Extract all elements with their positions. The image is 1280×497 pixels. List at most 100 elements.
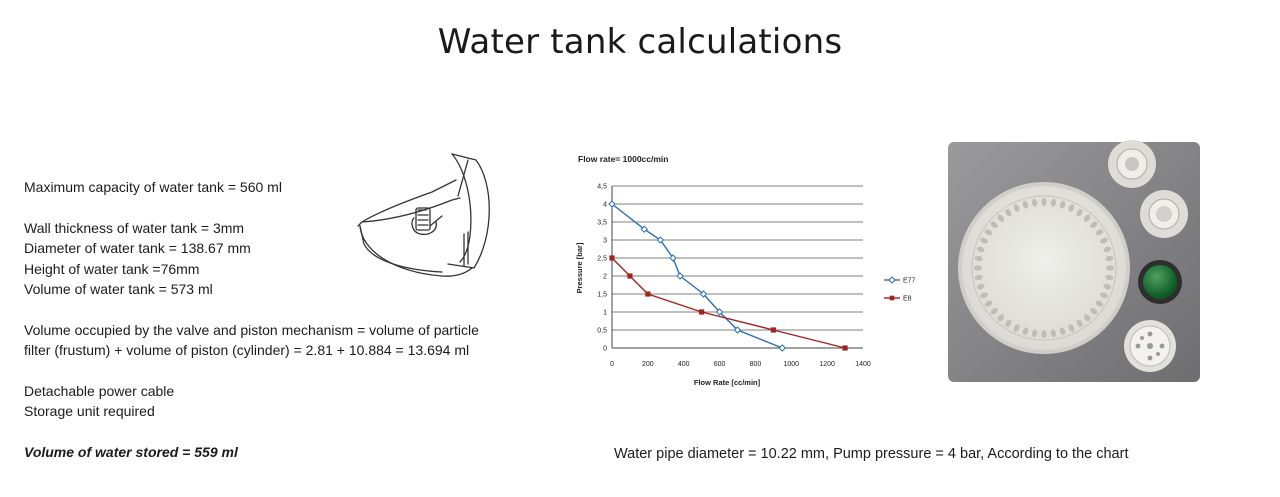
x-tick-label: 800 <box>750 361 762 368</box>
plate-hole <box>1090 307 1098 315</box>
y-tick-label: 0 <box>603 346 607 353</box>
plate-hole <box>980 237 988 244</box>
plate-hole <box>1068 324 1075 332</box>
data-point-e77 <box>733 326 742 334</box>
y-tick-label: 2 <box>603 274 607 281</box>
plate-hole <box>1083 214 1091 222</box>
y-tick-label: 0,5 <box>597 328 607 335</box>
y-tick-label: 4,5 <box>597 184 607 191</box>
data-point-e8 <box>699 309 705 315</box>
chart-series <box>608 200 848 352</box>
plate-hole <box>990 221 998 229</box>
wall-thickness-text: Wall thickness of water tank = 3mm <box>24 219 245 236</box>
y-tick-label: 1,5 <box>597 292 607 299</box>
legend-label-e8: E8 <box>903 296 912 303</box>
pipe-pump-caption: Water pipe diameter = 10.22 mm, Pump pre… <box>614 446 1129 462</box>
plate-hole <box>1106 265 1114 271</box>
legend-marker-e77 <box>888 276 896 284</box>
y-tick-label: 3,5 <box>597 220 607 227</box>
plate-hole <box>1041 198 1047 206</box>
data-point-e77 <box>699 290 708 298</box>
plate-hole <box>1050 329 1057 338</box>
plate-hole <box>1031 329 1038 338</box>
plate-hole <box>1022 200 1029 209</box>
x-tick-label: 200 <box>642 361 654 368</box>
plate-hole <box>1076 319 1083 328</box>
page-title: Water tank calculations <box>437 22 843 62</box>
data-point-e8 <box>645 291 651 297</box>
data-point-e8 <box>609 255 615 261</box>
plate-hole <box>1100 292 1108 299</box>
max-capacity-text: Maximum capacity of water tank = 560 ml <box>24 179 282 195</box>
plate-hole <box>1005 208 1012 217</box>
plate-hole <box>976 246 985 253</box>
volume-text: Volume of water tank = 573 ml <box>24 281 213 297</box>
data-point-e77 <box>715 308 724 316</box>
power-cable-text: Detachable power cable <box>24 382 175 399</box>
series-line-e8 <box>611 257 846 349</box>
plate-hole <box>1105 255 1114 262</box>
chart-axes: 0 0,5 1 1,5 2 2,5 3 3,5 4 4,5 0 200 400 600 800 1000 120… <box>597 184 871 369</box>
data-point-e8 <box>627 273 633 279</box>
plate-hole <box>984 229 993 236</box>
plate-hole <box>1041 330 1047 338</box>
y-tick-label: 2,5 <box>597 256 607 263</box>
valve-volume-text-1: Volume occupied by the valve and piston … <box>24 321 479 338</box>
water-tank-illustration <box>352 140 502 290</box>
plate-hole <box>1031 198 1038 207</box>
height-text: Height of water tank =76mm <box>24 260 200 277</box>
plate-hole <box>1095 229 1104 236</box>
legend-label-e77: E77 <box>903 278 916 285</box>
chart-y-label: Pressure [bar] <box>575 242 584 293</box>
plate-hole <box>1013 324 1020 332</box>
x-tick-label: 1200 <box>819 361 835 368</box>
plate-hole <box>984 300 993 307</box>
plate-hole <box>1095 300 1104 307</box>
plate-hole <box>997 314 1005 322</box>
y-tick-label: 4 <box>603 202 607 209</box>
x-tick-label: 600 <box>714 361 726 368</box>
plate-hole <box>1022 327 1029 336</box>
data-point-e77 <box>656 236 665 244</box>
x-tick-label: 0 <box>610 361 614 368</box>
data-point-e77 <box>608 200 616 208</box>
y-tick-label: 1 <box>603 310 607 317</box>
plate-hole <box>976 283 985 290</box>
plate-hole <box>997 214 1005 222</box>
plate-hole <box>1068 204 1075 212</box>
x-tick-label: 1000 <box>783 361 799 368</box>
data-point-e8 <box>770 327 776 333</box>
plate-hole <box>1059 200 1066 209</box>
legend-marker-e8 <box>889 295 895 301</box>
plate-hole <box>974 274 983 281</box>
chart-title: Flow rate= 1000cc/min <box>578 154 668 164</box>
plate-hole <box>1105 274 1114 281</box>
plate-hole <box>1090 221 1098 229</box>
chart-x-label: Flow Rate [cc/min] <box>694 378 761 387</box>
plate-hole <box>974 255 983 262</box>
flow-pressure-chart: Flow rate= 1000cc/min 0 0,5 1 1,5 2 2,5 3 3,5 4 4… <box>566 148 926 393</box>
data-point-e77 <box>778 344 787 352</box>
storage-unit-text: Storage unit required <box>24 403 155 419</box>
valve-volume-text-2: filter (frustum) + volume of piston (cyl… <box>24 342 470 358</box>
plate-hole <box>1076 208 1083 217</box>
water-stored-text: Volume of water stored = 559 ml <box>24 443 238 460</box>
data-point-e77 <box>676 272 684 280</box>
plate-hole <box>1103 283 1112 290</box>
plate-hole <box>1005 319 1012 328</box>
x-tick-label: 400 <box>678 361 690 368</box>
tank-parts-photo <box>946 140 1202 384</box>
plate-hole <box>1059 327 1066 336</box>
plate-hole <box>980 292 988 299</box>
plate-hole <box>990 307 998 315</box>
plate-hole <box>1100 237 1108 244</box>
plate-hole <box>1103 246 1112 253</box>
chart-legend: E77 E8 <box>884 276 916 303</box>
data-point-e8 <box>842 345 848 351</box>
plate-hole <box>1013 204 1020 212</box>
tank-specs: Maximum capacity of water tank = 560 ml … <box>24 177 584 462</box>
plate-hole <box>1050 198 1057 207</box>
y-tick-label: 3 <box>603 238 607 245</box>
data-point-e77 <box>640 225 648 233</box>
plate-hole <box>974 265 982 271</box>
